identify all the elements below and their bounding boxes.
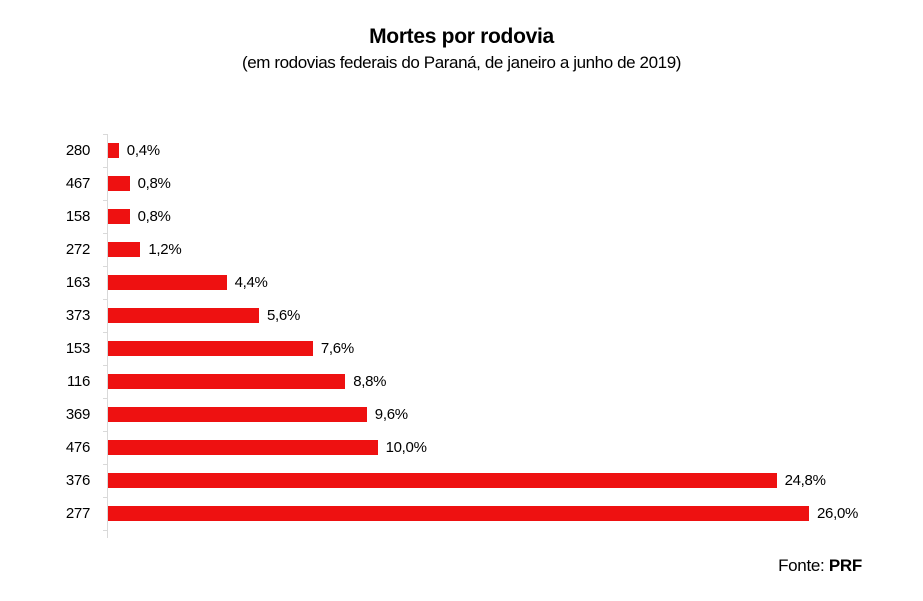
bar-area: 4,4%: [107, 266, 923, 299]
category-label: 476: [65, 439, 90, 456]
y-axis-line: [107, 134, 108, 538]
axis-tick: [103, 497, 107, 498]
category-label: 153: [65, 340, 90, 357]
bar: [108, 407, 367, 422]
category-label: 467: [65, 175, 90, 192]
axis-tick: [103, 200, 107, 201]
value-label: 10,0%: [385, 439, 427, 456]
axis-tick: [103, 431, 107, 432]
bar: [108, 440, 378, 455]
value-label: 9,6%: [374, 406, 408, 423]
category-label: 116: [66, 373, 90, 390]
bar-row: 153 7,6%: [0, 332, 923, 365]
axis-tick: [103, 134, 107, 135]
bar: [108, 473, 777, 488]
bar-area: 26,0%: [107, 497, 923, 530]
value-label: 4,4%: [234, 274, 268, 291]
category-label: 373: [65, 307, 90, 324]
source-note: Fonte: PRF: [778, 556, 862, 576]
value-label: 8,8%: [353, 373, 387, 390]
axis-tick: [103, 266, 107, 267]
bar: [108, 176, 130, 191]
bar: [108, 209, 130, 224]
bar-row: 280 0,4%: [0, 134, 923, 167]
bar: [108, 275, 227, 290]
axis-tick: [103, 332, 107, 333]
value-label: 24,8%: [784, 472, 826, 489]
axis-tick: [103, 464, 107, 465]
bar-area: 7,6%: [107, 332, 923, 365]
value-label: 7,6%: [320, 340, 354, 357]
source-prefix: Fonte:: [778, 556, 829, 575]
axis-tick: [103, 530, 107, 531]
bar: [108, 506, 809, 521]
category-label: 376: [65, 472, 90, 489]
bar-area: 10,0%: [107, 431, 923, 464]
value-label: 0,4%: [126, 142, 160, 159]
category-label: 163: [65, 274, 90, 291]
bar-row: 272 1,2%: [0, 233, 923, 266]
bar-area: 0,8%: [107, 167, 923, 200]
category-label: 277: [65, 505, 90, 522]
bar-chart: 280 0,4% 467 0,8% 158 0,8% 272 1,2% 163 …: [0, 134, 923, 538]
bar-area: 5,6%: [107, 299, 923, 332]
bar-area: 0,8%: [107, 200, 923, 233]
bar-area: 0,4%: [107, 134, 923, 167]
value-label: 26,0%: [817, 505, 859, 522]
bar: [108, 143, 119, 158]
chart-title: Mortes por rodovia: [369, 25, 554, 48]
axis-tick: [103, 398, 107, 399]
category-label: 272: [65, 241, 90, 258]
bar: [108, 374, 346, 389]
category-label: 280: [65, 142, 90, 159]
bar-row: 116 8,8%: [0, 365, 923, 398]
bar: [108, 341, 313, 356]
axis-tick: [103, 365, 107, 366]
axis-tick: [103, 233, 107, 234]
bar-row: 476 10,0%: [0, 431, 923, 464]
bar-area: 1,2%: [107, 233, 923, 266]
bar-area: 9,6%: [107, 398, 923, 431]
value-label: 1,2%: [148, 241, 182, 258]
category-label: 158: [65, 208, 90, 225]
category-label: 369: [65, 406, 90, 423]
bar-row: 467 0,8%: [0, 167, 923, 200]
bar-row: 277 26,0%: [0, 497, 923, 530]
axis-tick: [103, 299, 107, 300]
bar-row: 163 4,4%: [0, 266, 923, 299]
bar-rows: 280 0,4% 467 0,8% 158 0,8% 272 1,2% 163 …: [0, 134, 923, 530]
bar: [108, 308, 259, 323]
bar: [108, 242, 141, 257]
bar-row: 158 0,8%: [0, 200, 923, 233]
axis-tick: [103, 167, 107, 168]
bar-row: 373 5,6%: [0, 299, 923, 332]
chart-subtitle: (em rodovias federais do Paraná, de jane…: [241, 53, 682, 72]
value-label: 0,8%: [137, 208, 171, 225]
value-label: 5,6%: [267, 307, 300, 324]
bar-area: 24,8%: [107, 464, 923, 497]
bar-row: 376 24,8%: [0, 464, 923, 497]
bar-area: 8,8%: [107, 365, 923, 398]
bar-row: 369 9,6%: [0, 398, 923, 431]
value-label: 0,8%: [137, 175, 171, 192]
source-name: PRF: [828, 556, 862, 575]
